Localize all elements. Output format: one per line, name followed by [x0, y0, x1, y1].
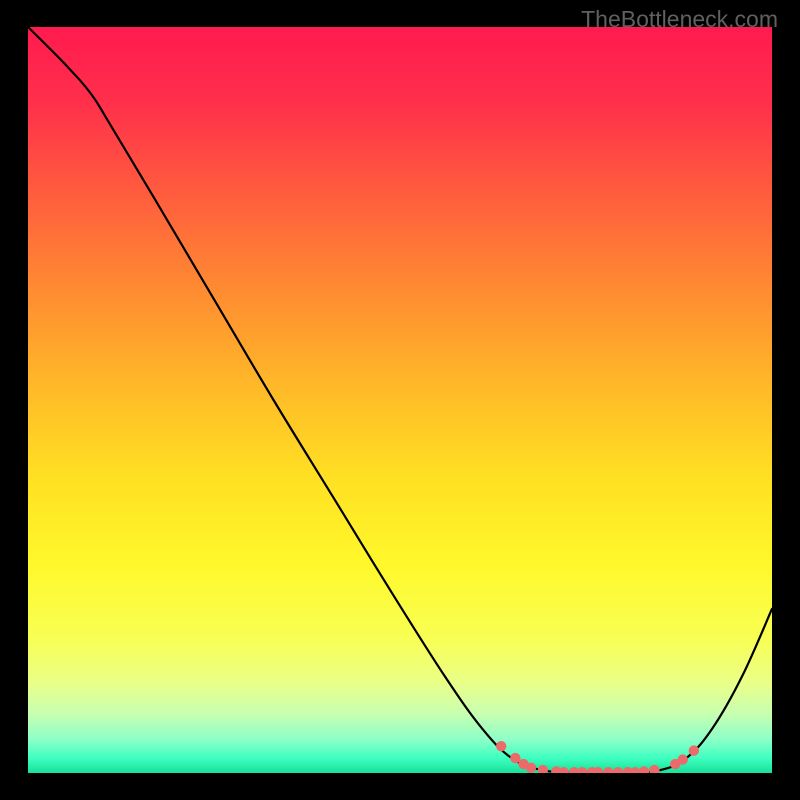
chart-container: TheBottleneck.com	[0, 0, 800, 800]
watermark-text: TheBottleneck.com	[581, 6, 778, 33]
bottleneck-curve-chart	[0, 0, 800, 800]
